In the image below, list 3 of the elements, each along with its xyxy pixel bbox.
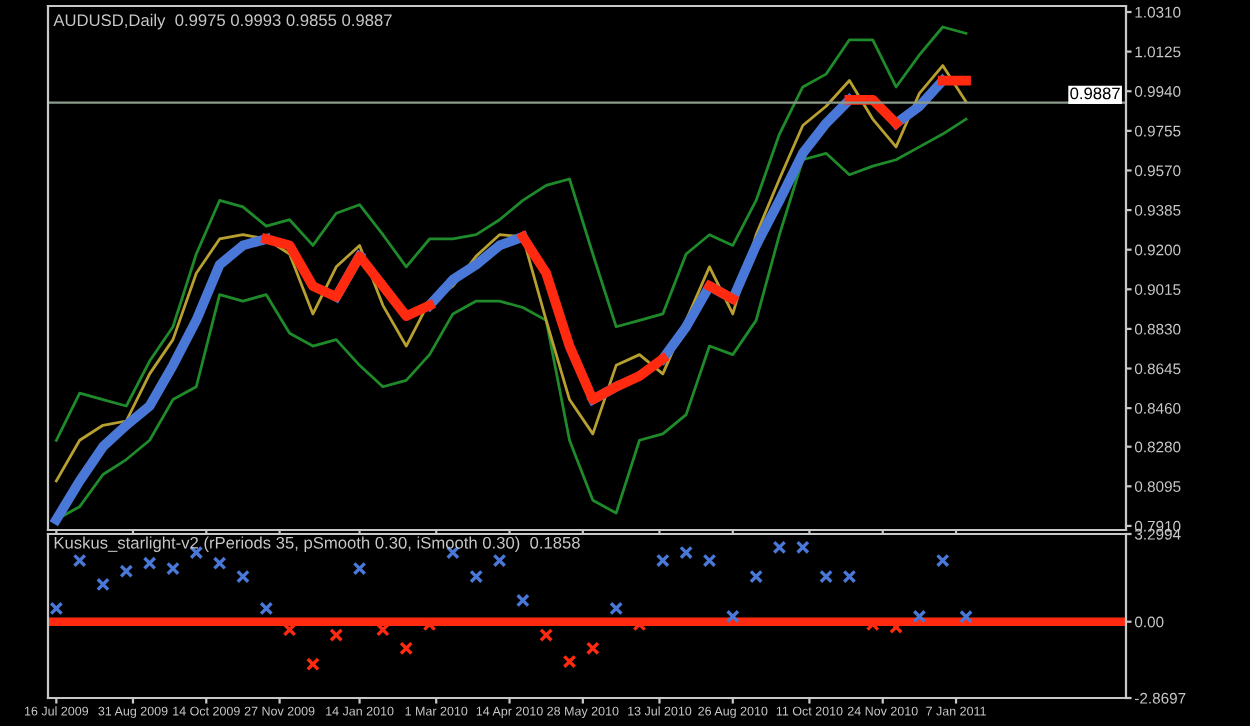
chart-title: AUDUSD,Daily 0.9975 0.9993 0.9855 0.9887 (53, 13, 392, 30)
ref-line-label: 0.9887 (1070, 87, 1120, 100)
chart-title: Kuskus_starlight-v2 (rPeriods 35, pSmooth 0.30, iSmooth 0.30) 0.1858 (54, 536, 580, 552)
